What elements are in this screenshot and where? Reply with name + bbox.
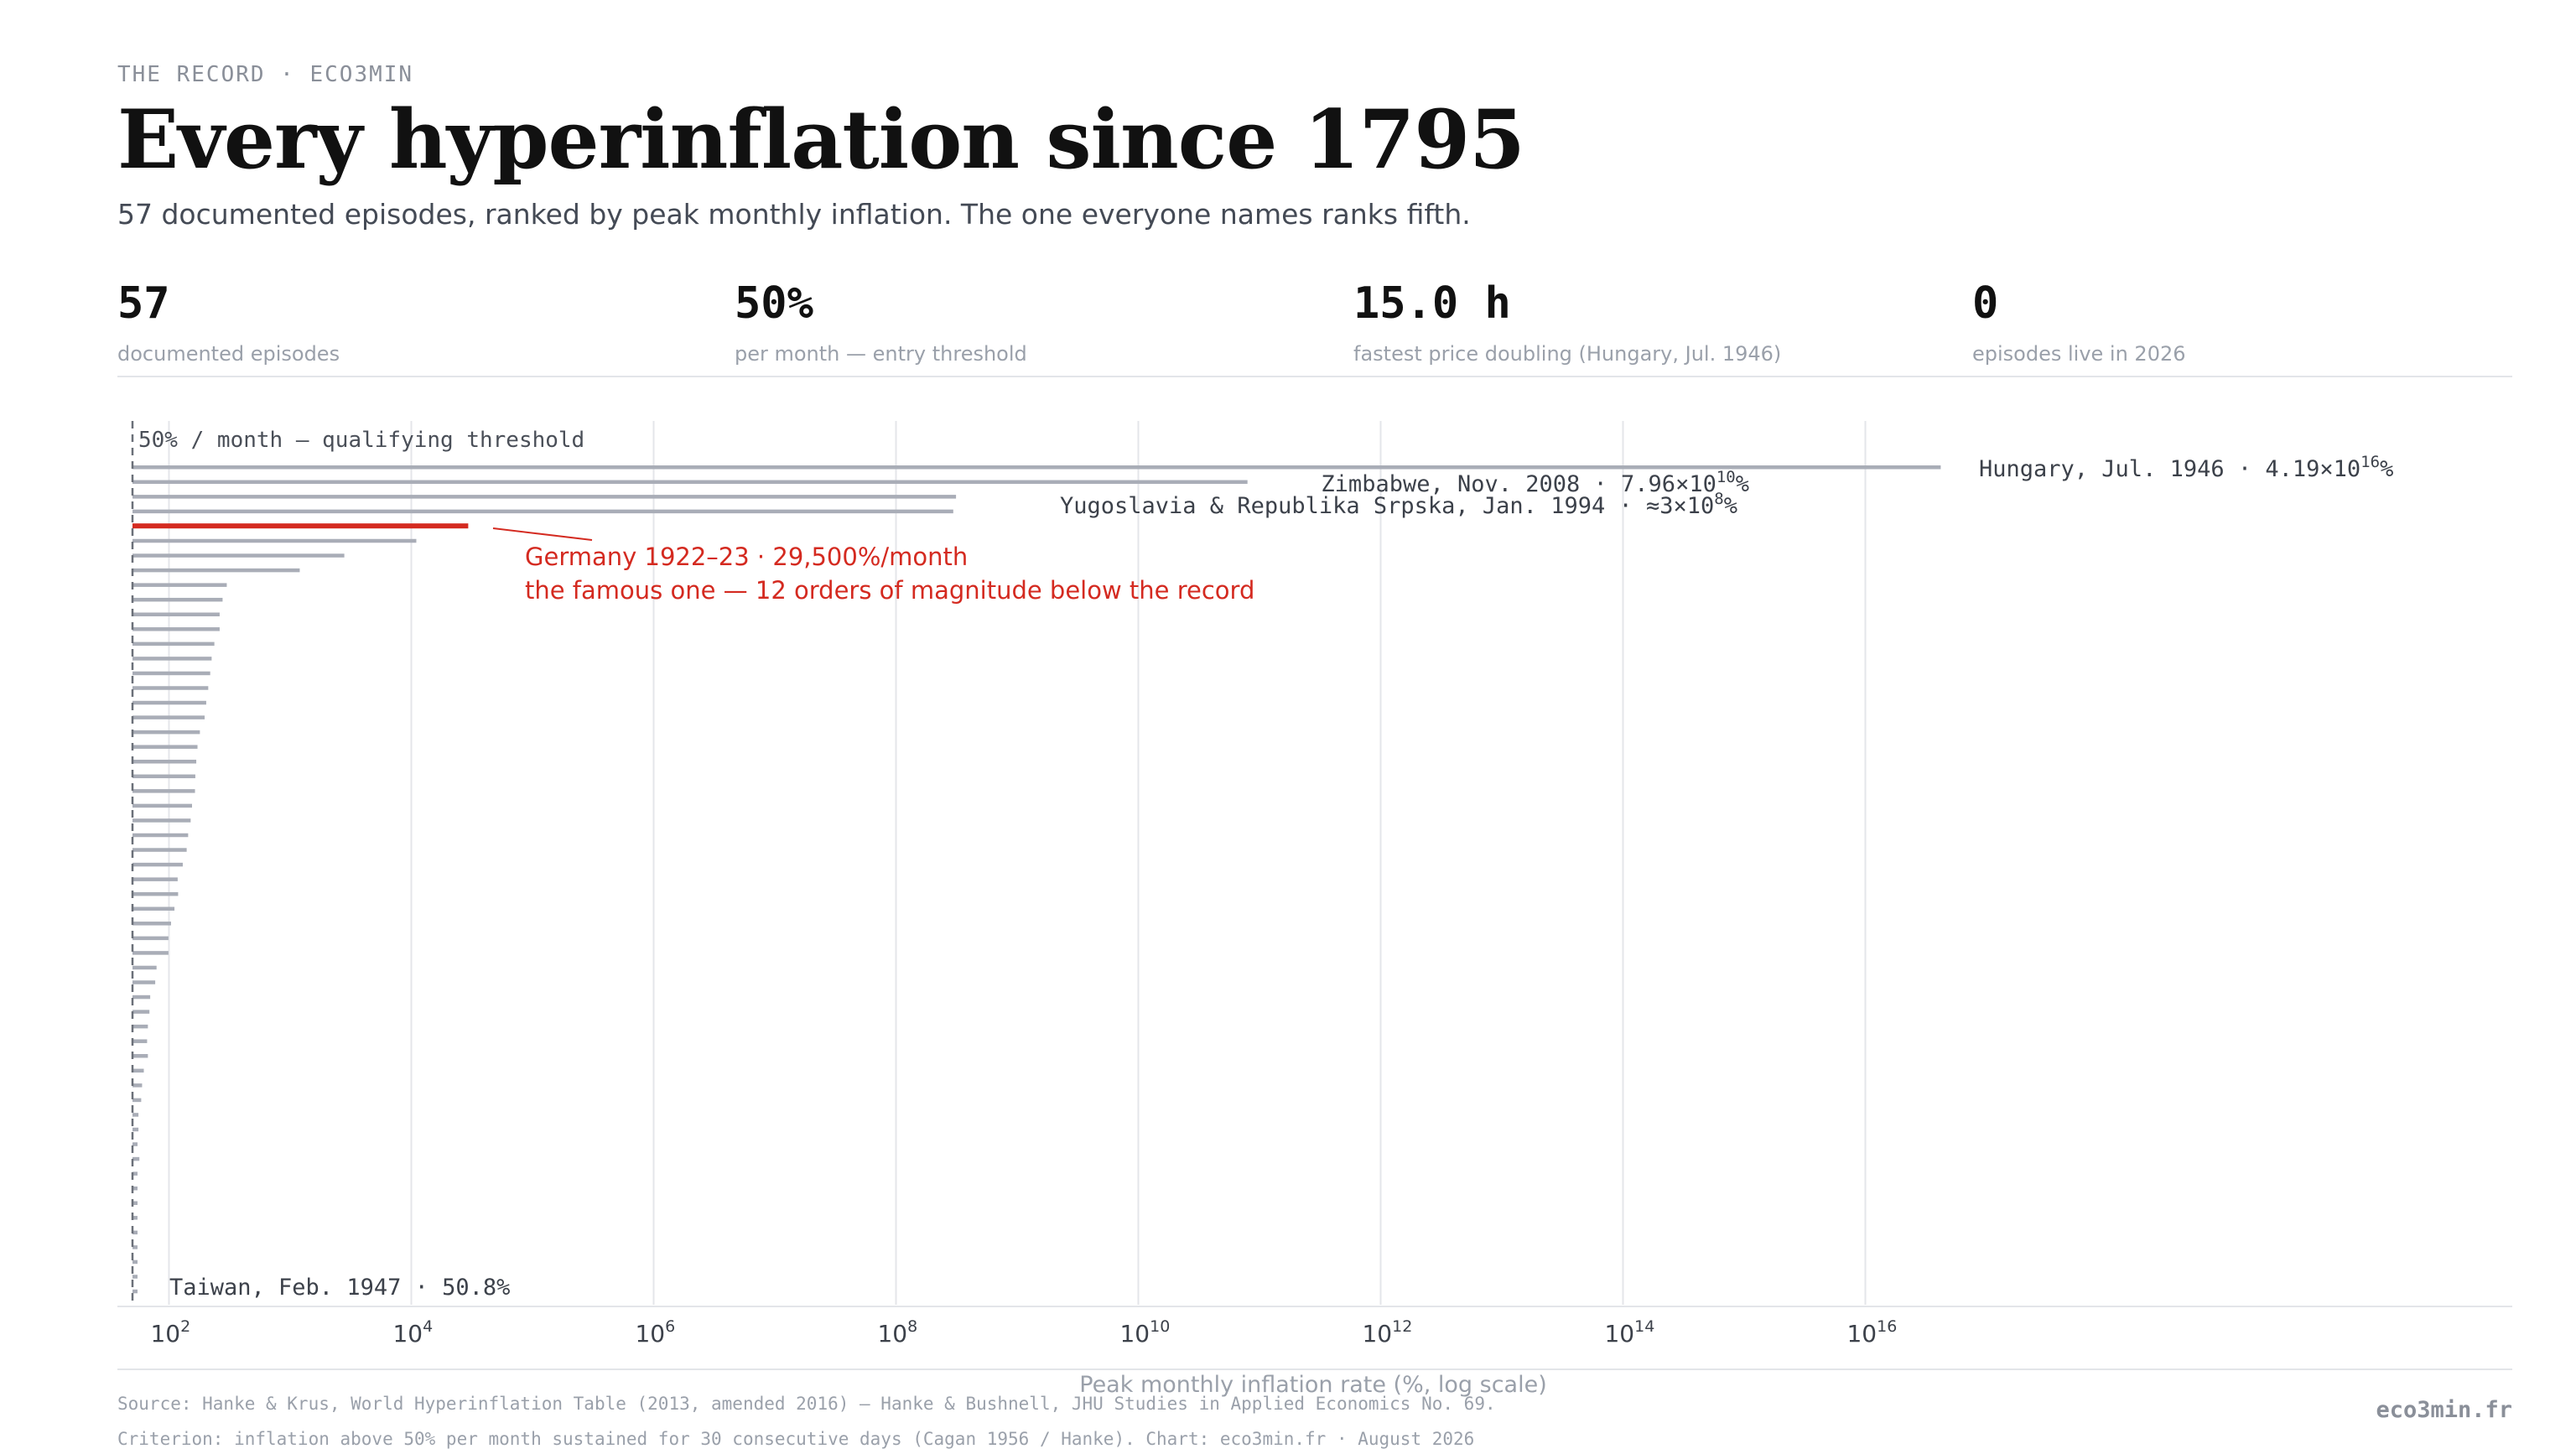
bar (132, 657, 212, 661)
stat-doubling: 15.0 h fastest price doubling (Hungary, … (1353, 277, 1781, 366)
bar (132, 495, 957, 499)
bar (132, 1275, 138, 1279)
bar (132, 1039, 148, 1043)
bar (132, 538, 417, 543)
footer-criterion: Criterion: inflation above 50% per month… (117, 1429, 1475, 1449)
kicker: THE RECORD · ECO3MIN (117, 62, 414, 87)
bar (132, 922, 171, 926)
bar (132, 641, 215, 647)
label-taiwan: Taiwan, Feb. 1947 · 50.8% (169, 1275, 510, 1301)
bar (132, 671, 210, 676)
stat-label: episodes live in 2026 (1972, 342, 2186, 366)
bar (132, 1201, 138, 1205)
stat-value: 15.0 h (1353, 278, 1511, 329)
bar (132, 1054, 148, 1058)
stat-label: documented episodes (117, 342, 340, 366)
bar (132, 1113, 139, 1117)
bar (132, 715, 205, 719)
page-title: Every hyperinflation since 1795 (117, 92, 1525, 187)
bar (132, 760, 197, 764)
bar (132, 1083, 143, 1088)
germany-annotation-note: the famous one — 12 orders of magnitude … (525, 576, 1254, 605)
bar (132, 1171, 138, 1176)
x-tick-label: 1012 (1362, 1317, 1412, 1348)
bar (132, 1024, 148, 1029)
stats-row: 57 documented episodes 50% per month — e… (117, 277, 2512, 377)
footer-brand: eco3min.fr (2376, 1397, 2512, 1423)
bar (132, 1010, 150, 1014)
bar (132, 612, 220, 616)
bar (132, 980, 156, 984)
bar (132, 965, 157, 970)
bar (132, 1068, 144, 1073)
bar (132, 568, 300, 573)
bar (132, 730, 200, 735)
x-tick-label: 106 (635, 1317, 675, 1348)
bar (132, 597, 223, 602)
stat-live: 0 episodes live in 2026 (1972, 277, 2186, 366)
label-zimbabwe: Zimbabwe, Nov. 2008 · 7.96×1010% (1321, 468, 1749, 497)
bar (132, 1245, 138, 1249)
bar (132, 1259, 138, 1265)
bar (132, 848, 187, 852)
bar (132, 583, 227, 587)
label-hungary: Hungary, Jul. 1946 · 4.19×1016% (1979, 453, 2393, 482)
bar (132, 1127, 139, 1132)
bar (132, 862, 183, 867)
x-axis-label: Peak monthly inflation rate (%, log scal… (1079, 1372, 1546, 1398)
stat-label: per month — entry threshold (735, 342, 1027, 366)
bar (132, 936, 169, 941)
bar (132, 627, 220, 631)
stat-episodes: 57 documented episodes (117, 277, 340, 366)
x-tick-label: 108 (877, 1317, 917, 1348)
bar (132, 906, 175, 911)
bar (132, 553, 345, 558)
stat-value: 0 (1972, 278, 1999, 329)
bar (132, 1289, 138, 1294)
stat-label: fastest price doubling (Hungary, Jul. 19… (1353, 342, 1782, 366)
bar (132, 1156, 140, 1161)
hyperinflation-bar-chart: 50% / month — qualifying threshold 102 10… (117, 421, 2512, 1398)
bar (132, 465, 1941, 470)
x-tick-label: 1010 (1119, 1317, 1170, 1348)
bar (132, 818, 191, 823)
bar (132, 877, 178, 881)
x-tick-label: 102 (150, 1317, 190, 1348)
bar (132, 686, 209, 690)
bar (132, 995, 151, 1000)
bar (132, 700, 206, 705)
bar (132, 509, 953, 514)
bar (132, 1098, 142, 1103)
footer-rule (117, 1368, 2512, 1370)
bar (132, 1230, 138, 1235)
germany-leader-line (492, 527, 593, 541)
bar-highlight-germany (132, 523, 469, 529)
bar (132, 1186, 138, 1191)
x-tick-label: 104 (392, 1317, 433, 1348)
bar (132, 745, 198, 749)
stat-threshold: 50% per month — entry threshold (735, 277, 1027, 366)
germany-annotation-title: Germany 1922–23 · 29,500%/month (525, 543, 968, 571)
bar (132, 480, 1248, 485)
bar (132, 833, 189, 838)
page-subtitle: 57 documented episodes, ranked by peak m… (117, 198, 1471, 231)
bar (132, 1216, 138, 1220)
footer-source: Source: Hanke & Krus, World Hyperinflati… (117, 1394, 1496, 1414)
bar (132, 1142, 138, 1146)
bar (132, 803, 193, 808)
label-yugoslavia: Yugoslavia & Republika Srpska, Jan. 1994… (1060, 490, 1737, 519)
bar (132, 789, 195, 793)
stat-value: 57 (117, 278, 170, 329)
stat-value: 50% (735, 278, 813, 329)
x-tick-label: 1016 (1846, 1317, 1897, 1348)
bar (132, 891, 179, 896)
threshold-label: 50% / month — qualifying threshold (138, 428, 584, 453)
x-tick-label: 1014 (1604, 1317, 1654, 1348)
bar (132, 774, 195, 779)
bar (132, 951, 169, 955)
